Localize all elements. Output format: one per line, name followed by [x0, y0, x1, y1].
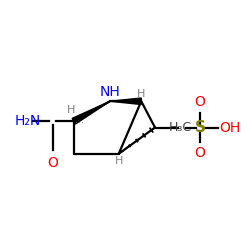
Text: O: O — [47, 156, 58, 170]
Text: H: H — [137, 89, 145, 99]
Text: NH: NH — [100, 85, 120, 99]
Text: H₃C: H₃C — [168, 121, 192, 134]
Text: H: H — [67, 105, 76, 115]
Text: O: O — [194, 95, 205, 109]
Polygon shape — [72, 101, 110, 124]
Text: H₂N: H₂N — [15, 114, 41, 128]
Text: H: H — [114, 156, 123, 166]
Text: S: S — [194, 120, 205, 135]
Text: OH: OH — [219, 120, 240, 134]
Text: O: O — [194, 146, 205, 160]
Polygon shape — [110, 98, 141, 104]
Text: ...: ... — [75, 115, 84, 125]
